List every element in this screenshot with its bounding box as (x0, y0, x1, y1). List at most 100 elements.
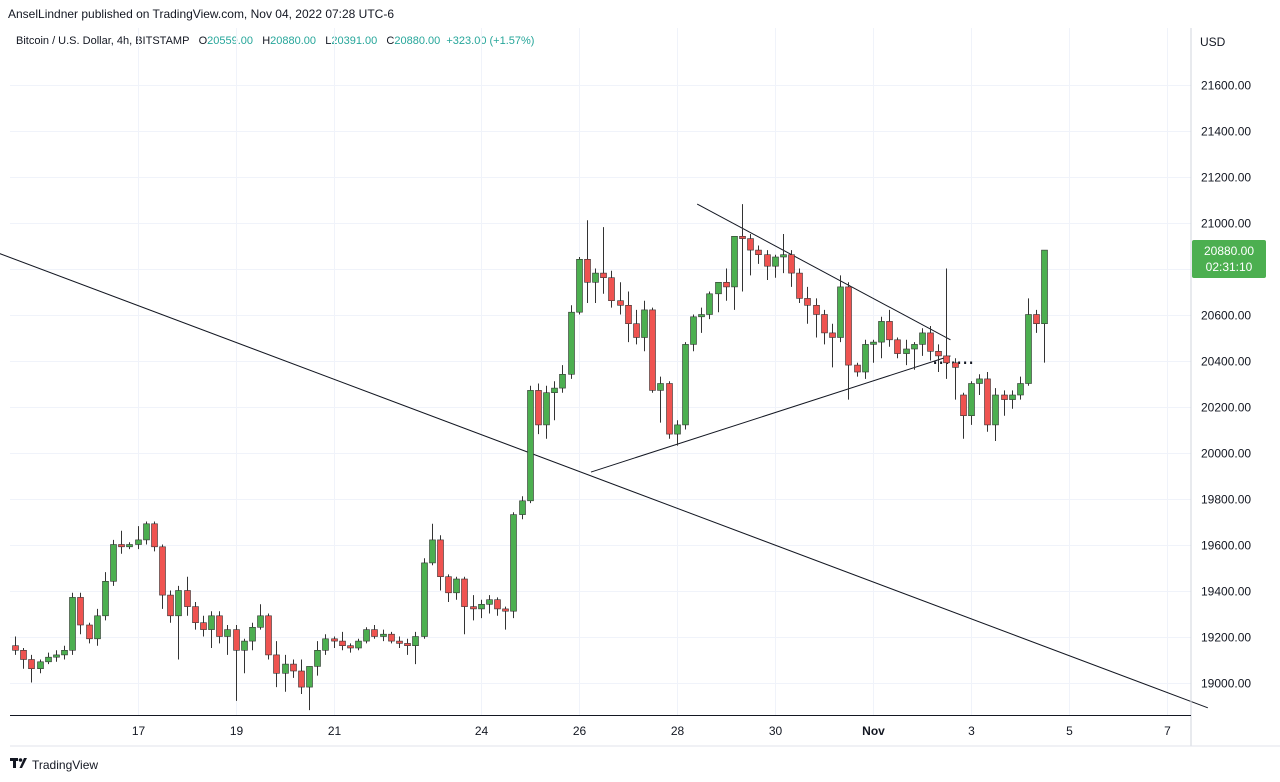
candle-up[interactable] (706, 291, 713, 320)
candle-down[interactable] (796, 268, 803, 304)
candle-up[interactable] (911, 342, 918, 370)
candle-up[interactable] (903, 339, 910, 366)
candle-up[interactable] (478, 599, 485, 619)
candle-up[interactable] (314, 641, 321, 676)
candle-down[interactable] (86, 622, 93, 644)
candle-down[interactable] (233, 625, 240, 701)
candle-down[interactable] (739, 204, 746, 292)
candle-down[interactable] (298, 659, 305, 695)
candle-up[interactable] (657, 376, 664, 423)
price-axis[interactable]: USD 19000.00 19200.00 19400.00 19600.00 1980… (1200, 35, 1251, 691)
candle-down[interactable] (167, 590, 174, 623)
candle-up[interactable] (69, 592, 76, 655)
time-axis[interactable]: 17 19 21 24 26 28 30 Nov 3 5 7 (132, 724, 1171, 738)
candle-up[interactable] (1025, 298, 1032, 386)
candle-down[interactable] (935, 344, 942, 372)
candle-up[interactable] (355, 638, 362, 651)
candle-up[interactable] (322, 634, 329, 655)
candle-up[interactable] (976, 374, 983, 395)
candle-down[interactable] (437, 535, 444, 591)
candle-up[interactable] (453, 576, 460, 600)
candle-up[interactable] (780, 234, 787, 274)
candle-down[interactable] (845, 282, 852, 400)
candle-down[interactable] (821, 309, 828, 345)
candle-up[interactable] (306, 666, 313, 711)
candle-down[interactable] (404, 638, 411, 655)
candle-down[interactable] (617, 282, 624, 315)
candle-down[interactable] (216, 611, 223, 644)
candle-down[interactable] (764, 250, 771, 280)
candle-up[interactable] (102, 572, 109, 621)
candle-up[interactable] (257, 604, 264, 630)
candle-up[interactable] (249, 622, 256, 651)
candle-up[interactable] (363, 627, 370, 644)
candle-down[interactable] (371, 625, 378, 639)
candle-up[interactable] (698, 307, 705, 333)
candle-down[interactable] (339, 631, 346, 651)
candle-down[interactable] (28, 654, 35, 683)
candle-up[interactable] (837, 275, 844, 343)
candle-down[interactable] (788, 250, 795, 287)
candle-up[interactable] (126, 542, 133, 550)
candle-down[interactable] (192, 602, 199, 630)
candle-down[interactable] (290, 659, 297, 678)
candle-up[interactable] (135, 526, 142, 550)
trendline-long-downtrend[interactable] (0, 241, 1208, 709)
candle-down[interactable] (894, 337, 901, 359)
candle-down[interactable] (1001, 390, 1008, 416)
candle-down[interactable] (200, 615, 207, 637)
candle-down[interactable] (829, 323, 836, 368)
candle-up[interactable] (992, 388, 999, 441)
candle-down[interactable] (633, 309, 640, 345)
candle-up[interactable] (968, 381, 975, 425)
candle-up[interactable] (1041, 249, 1048, 363)
candle-down[interactable] (502, 606, 509, 630)
candle-up[interactable] (682, 342, 689, 430)
candle-up[interactable] (641, 300, 648, 352)
candle-up[interactable] (551, 381, 558, 421)
candle-up[interactable] (576, 257, 583, 315)
candle-down[interactable] (984, 372, 991, 432)
candle-down[interactable] (960, 392, 967, 439)
candle-down[interactable] (608, 270, 615, 308)
candle-up[interactable] (1017, 376, 1024, 400)
candle-down[interactable] (347, 643, 354, 653)
candle-down[interactable] (331, 636, 338, 649)
candle-up[interactable] (510, 512, 517, 619)
candle-up[interactable] (543, 385, 550, 439)
candle-up[interactable] (919, 328, 926, 356)
candle-down[interactable] (396, 636, 403, 649)
candle-down[interactable] (886, 309, 893, 347)
candle-up[interactable] (486, 595, 493, 614)
candle-up[interactable] (412, 631, 419, 665)
candle-up[interactable] (45, 652, 52, 665)
candle-up[interactable] (592, 268, 599, 304)
candle-down[interactable] (1033, 309, 1040, 333)
candle-down[interactable] (184, 576, 191, 616)
candle-up[interactable] (870, 339, 877, 363)
candle-up[interactable] (61, 645, 68, 660)
candle-down[interactable] (804, 286, 811, 324)
candle-down[interactable] (625, 291, 632, 343)
candle-up[interactable] (94, 608, 101, 646)
candle-up[interactable] (224, 625, 231, 655)
candle-down[interactable] (461, 576, 468, 635)
candle-down[interactable] (813, 298, 820, 338)
candle-down[interactable] (12, 636, 19, 655)
candle-down[interactable] (600, 227, 607, 294)
trendline-triangle-lower[interactable] (590, 355, 951, 473)
candle-down[interactable] (755, 245, 762, 264)
candle-down[interactable] (927, 326, 934, 361)
candle-up[interactable] (110, 539, 117, 586)
candle-down[interactable] (470, 595, 477, 621)
trendline-triangle-upper[interactable] (696, 203, 951, 341)
candle-down[interactable] (666, 381, 673, 439)
candle-down[interactable] (20, 648, 27, 669)
candle-up[interactable] (208, 611, 215, 648)
candle-down[interactable] (494, 597, 501, 616)
candle-down[interactable] (445, 574, 452, 602)
candle-down[interactable] (273, 641, 280, 688)
candle-up[interactable] (421, 558, 428, 639)
candle-down[interactable] (943, 268, 950, 379)
